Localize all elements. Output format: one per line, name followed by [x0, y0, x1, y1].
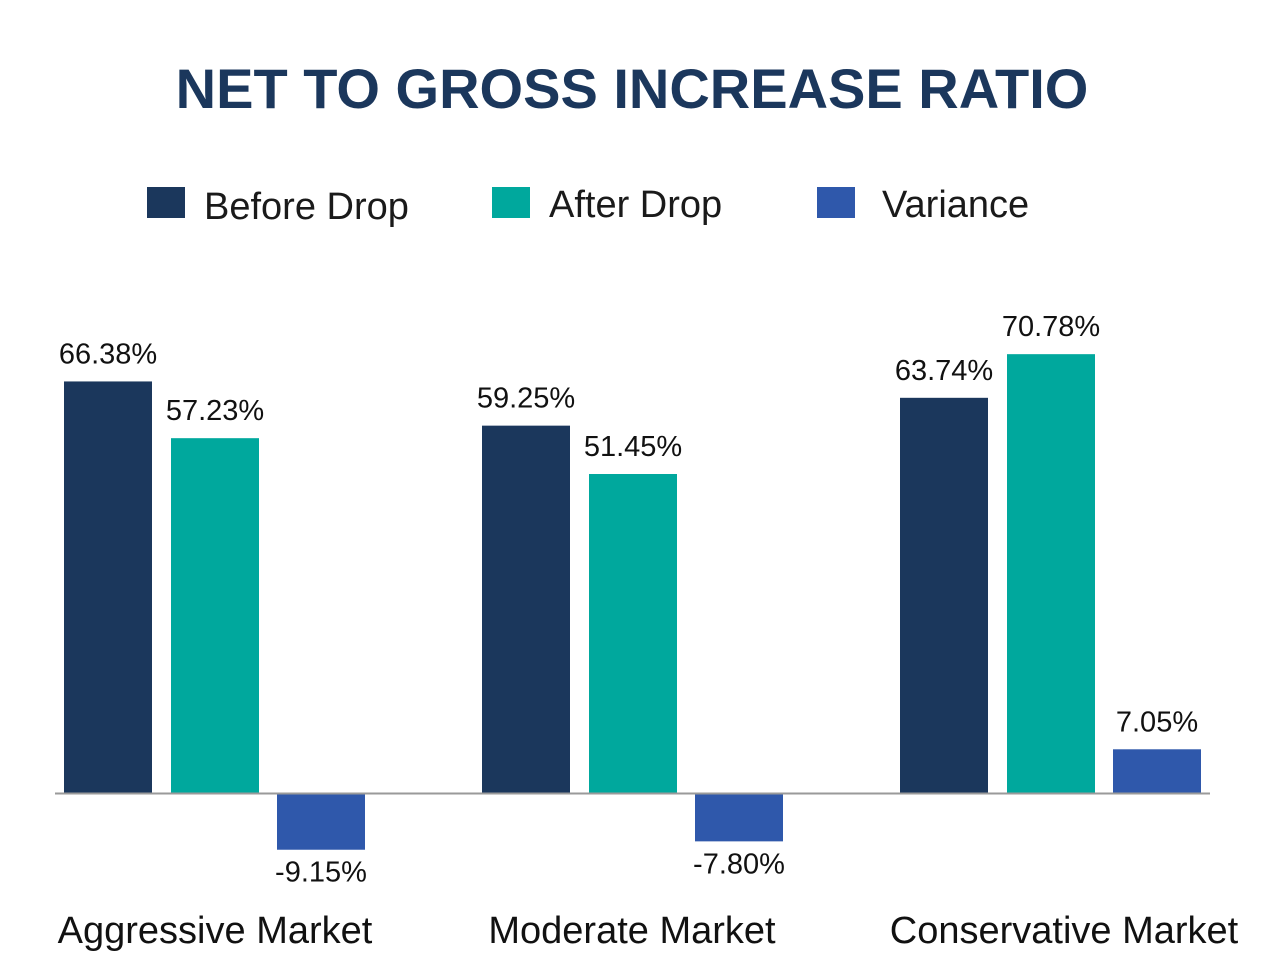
- legend-swatch-after-drop: [492, 187, 530, 218]
- legend-label-variance: Variance: [882, 184, 1029, 226]
- bar-conservative-before-drop: [900, 397, 988, 793]
- chart-title: NET TO GROSS INCREASE RATIO: [176, 57, 1089, 120]
- category-label-conservative: Conservative Market: [890, 910, 1239, 952]
- bar-moderate-before-drop: [482, 425, 570, 793]
- value-label-aggressive-after-drop: 57.23%: [166, 395, 264, 427]
- bar-conservative-after-drop: [1007, 354, 1095, 793]
- legend: Before Drop After Drop Variance: [147, 184, 1029, 228]
- value-label-conservative-after-drop: 70.78%: [1002, 311, 1100, 343]
- value-label-aggressive-before-drop: 66.38%: [59, 338, 157, 370]
- bar-conservative-variance: [1113, 749, 1201, 793]
- category-label-moderate: Moderate Market: [488, 910, 776, 952]
- value-label-moderate-variance: -7.80%: [693, 848, 785, 880]
- legend-swatch-before-drop: [147, 187, 185, 218]
- bar-moderate-after-drop: [589, 474, 677, 793]
- bar-aggressive-after-drop: [171, 438, 259, 793]
- value-label-moderate-before-drop: 59.25%: [477, 383, 575, 415]
- bar-aggressive-variance: [277, 793, 365, 850]
- legend-label-after-drop: After Drop: [549, 184, 722, 226]
- value-label-conservative-variance: 7.05%: [1116, 706, 1198, 738]
- value-label-aggressive-variance: -9.15%: [275, 857, 367, 889]
- legend-swatch-variance: [817, 187, 855, 218]
- bar-moderate-variance: [695, 793, 783, 842]
- value-label-moderate-after-drop: 51.45%: [584, 431, 682, 463]
- category-label-aggressive: Aggressive Market: [58, 910, 373, 952]
- legend-label-before-drop: Before Drop: [204, 186, 409, 228]
- bar-aggressive-before-drop: [64, 381, 152, 793]
- plot-area: 66.38% 57.23% -9.15% 59.25% 51.45% -7.80% 63.7…: [59, 311, 1201, 889]
- value-label-conservative-before-drop: 63.74%: [895, 355, 993, 387]
- category-labels: Aggressive Market Moderate Market Conser…: [58, 910, 1239, 952]
